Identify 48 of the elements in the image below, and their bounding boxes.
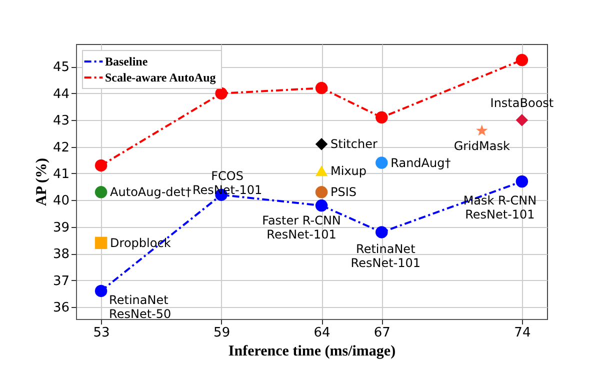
x-tick-label: 64 xyxy=(314,326,330,340)
point xyxy=(315,166,328,176)
legend-label: Baseline xyxy=(105,54,148,68)
y-tick-label: 45 xyxy=(52,60,70,76)
point xyxy=(315,186,328,198)
x-tick-label: 53 xyxy=(93,326,110,340)
y-tick-label: 38 xyxy=(52,247,70,262)
point xyxy=(315,82,328,94)
series-label: RandAug† xyxy=(390,156,451,170)
x-tick-label: 67 xyxy=(374,326,390,340)
y-tick-label: 39 xyxy=(52,220,70,236)
point xyxy=(516,175,528,188)
y-tick-label: 44 xyxy=(52,86,70,102)
annotation: RetinaNet ResNet-101 xyxy=(350,242,421,270)
point xyxy=(476,124,488,136)
x-axis-title: Inference time (ms/image) xyxy=(228,344,396,360)
annotation: FCOS ResNet-101 xyxy=(192,168,262,197)
y-axis-title: AP (%) xyxy=(34,158,50,206)
point xyxy=(215,87,228,100)
series-label: Dropblock xyxy=(110,236,171,250)
y-tick-label: 37 xyxy=(52,274,70,289)
series-label: AutoAug-det† xyxy=(110,185,192,200)
point xyxy=(516,54,528,66)
x-tick-label: 74 xyxy=(514,326,531,340)
series-label: GridMask xyxy=(454,138,510,153)
point xyxy=(315,199,328,212)
point xyxy=(94,284,108,298)
point xyxy=(315,138,328,150)
y-tick-label: 41 xyxy=(52,166,70,182)
point xyxy=(516,114,528,126)
series-label: Mixup xyxy=(330,164,367,178)
y-tick-label: 40 xyxy=(52,194,70,209)
point xyxy=(94,159,108,172)
annotation: Faster R-CNN ResNet-101 xyxy=(262,214,341,242)
legend-label: Scale-aware AutoAug xyxy=(105,70,216,84)
annotation: RetinaNet ResNet-50 xyxy=(109,292,172,321)
point xyxy=(94,186,108,198)
point xyxy=(94,236,108,250)
y-tick-label: 43 xyxy=(52,114,70,129)
y-tick-label: 42 xyxy=(52,140,70,156)
annotation: Mask R-CNN ResNet-101 xyxy=(463,194,537,222)
series-label: PSIS xyxy=(330,185,357,200)
series-label: Stitcher xyxy=(330,137,378,152)
point xyxy=(376,226,388,238)
point xyxy=(376,111,388,124)
point xyxy=(376,156,388,169)
x-tick-label: 59 xyxy=(214,326,230,340)
y-tick-label: 36 xyxy=(52,300,70,316)
